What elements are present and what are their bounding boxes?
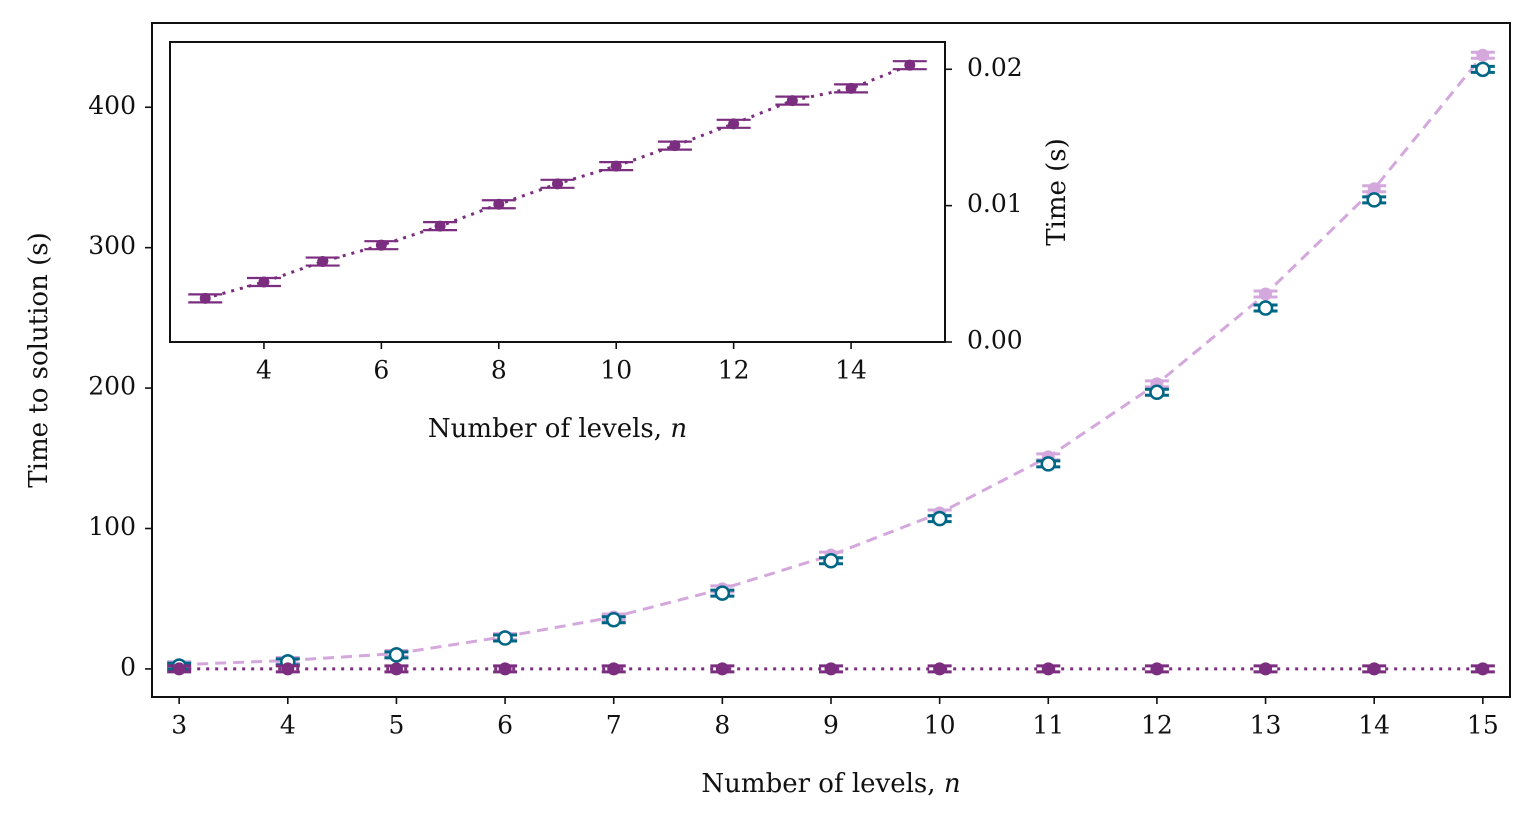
x-tick-label: 4	[256, 356, 272, 385]
series-1-point	[1476, 48, 1490, 62]
series-1-point	[728, 118, 740, 130]
x-tick-label: 12	[718, 356, 750, 385]
series-1-point	[845, 82, 857, 94]
x-tick-label: 10	[924, 711, 956, 740]
series-2-point	[388, 647, 405, 663]
series-1-point	[1259, 287, 1273, 301]
series-1-point	[669, 140, 681, 152]
x-tick-label: 8	[491, 356, 507, 385]
series-1-point	[317, 256, 329, 268]
series-3-point	[1367, 662, 1381, 676]
series-3-point	[1259, 662, 1273, 676]
x-tick-label: 3	[171, 711, 187, 740]
x-tick-label: 5	[388, 711, 404, 740]
y-tick-label: 0.02	[967, 53, 1023, 82]
y-tick-label: 0	[120, 652, 136, 681]
series-3-point	[607, 662, 621, 676]
series-2-point	[931, 510, 948, 527]
x-tick-label: 15	[1467, 711, 1499, 740]
series-1-point	[375, 239, 387, 251]
series-3-point	[172, 662, 186, 676]
x-tick-label: 12	[1141, 711, 1173, 740]
series-1-point	[904, 59, 916, 71]
series-3	[167, 662, 1495, 676]
series-3-point	[1041, 662, 1055, 676]
series-1	[188, 59, 927, 304]
main-plot: 3 4 5 6 7 8 9 10 11 12 13 14 15 0 100 200 300 400 Number o…	[24, 22, 1511, 799]
series-3-point	[1476, 662, 1490, 676]
y-axis-label: Time to solution (s)	[24, 232, 54, 487]
series-2-point	[1366, 192, 1382, 208]
y-axis-label: Time (s)	[1042, 138, 1072, 246]
series-2-point	[497, 630, 513, 646]
series-2-point	[1149, 384, 1165, 401]
x-tick-label: 13	[1250, 711, 1282, 740]
x-axis-label: Number of levels, n	[701, 769, 960, 799]
series-2-point	[714, 585, 731, 601]
series-3-point	[824, 662, 838, 676]
y-tick-label: 0.01	[967, 189, 1023, 218]
y-tick-label: 0.00	[967, 326, 1023, 355]
series-3-point	[933, 662, 947, 676]
series-2-point	[1475, 61, 1491, 78]
x-tick-label: 11	[1032, 711, 1064, 740]
series-2-point	[823, 553, 839, 569]
x-tick-label: 14	[1358, 711, 1390, 740]
series-1-point	[1367, 182, 1381, 196]
series-2-point	[1257, 300, 1274, 316]
series-1-point	[786, 95, 798, 107]
y-tick-label: 400	[88, 91, 136, 120]
series-2-point	[1040, 456, 1057, 472]
x-tick-label: 6	[497, 711, 513, 740]
series-2-point	[605, 612, 622, 628]
series-1-point	[258, 276, 270, 288]
x-tick-label: 14	[835, 356, 867, 385]
x-axis-label: Number of levels, n	[428, 414, 687, 444]
series-1-point	[493, 198, 505, 210]
series-3-point	[1150, 662, 1164, 676]
x-tick-label: 7	[606, 711, 622, 740]
plot-frame	[169, 41, 946, 343]
y-tick-label: 300	[88, 231, 136, 260]
series-1-point	[199, 292, 211, 304]
inset-plot: 4 6 8 10 12 14 0.00 0.01 0.02 Number of levels, n…	[169, 41, 1072, 444]
x-tick-label: 9	[823, 711, 839, 740]
series-3-point	[498, 662, 512, 676]
series-3-point	[281, 662, 295, 676]
y-tick-label: 200	[88, 372, 136, 401]
series-1-point	[610, 160, 622, 172]
x-tick-label: 8	[714, 711, 730, 740]
x-tick-label: 10	[600, 356, 632, 385]
series-1-point	[552, 178, 563, 190]
series-1-point	[434, 220, 446, 232]
x-tick-label: 4	[280, 711, 296, 740]
series-3-point	[389, 662, 403, 676]
y-tick-label: 100	[88, 512, 136, 541]
plot-background	[170, 42, 945, 342]
series-3-point	[715, 662, 729, 676]
x-tick-label: 6	[373, 356, 389, 385]
